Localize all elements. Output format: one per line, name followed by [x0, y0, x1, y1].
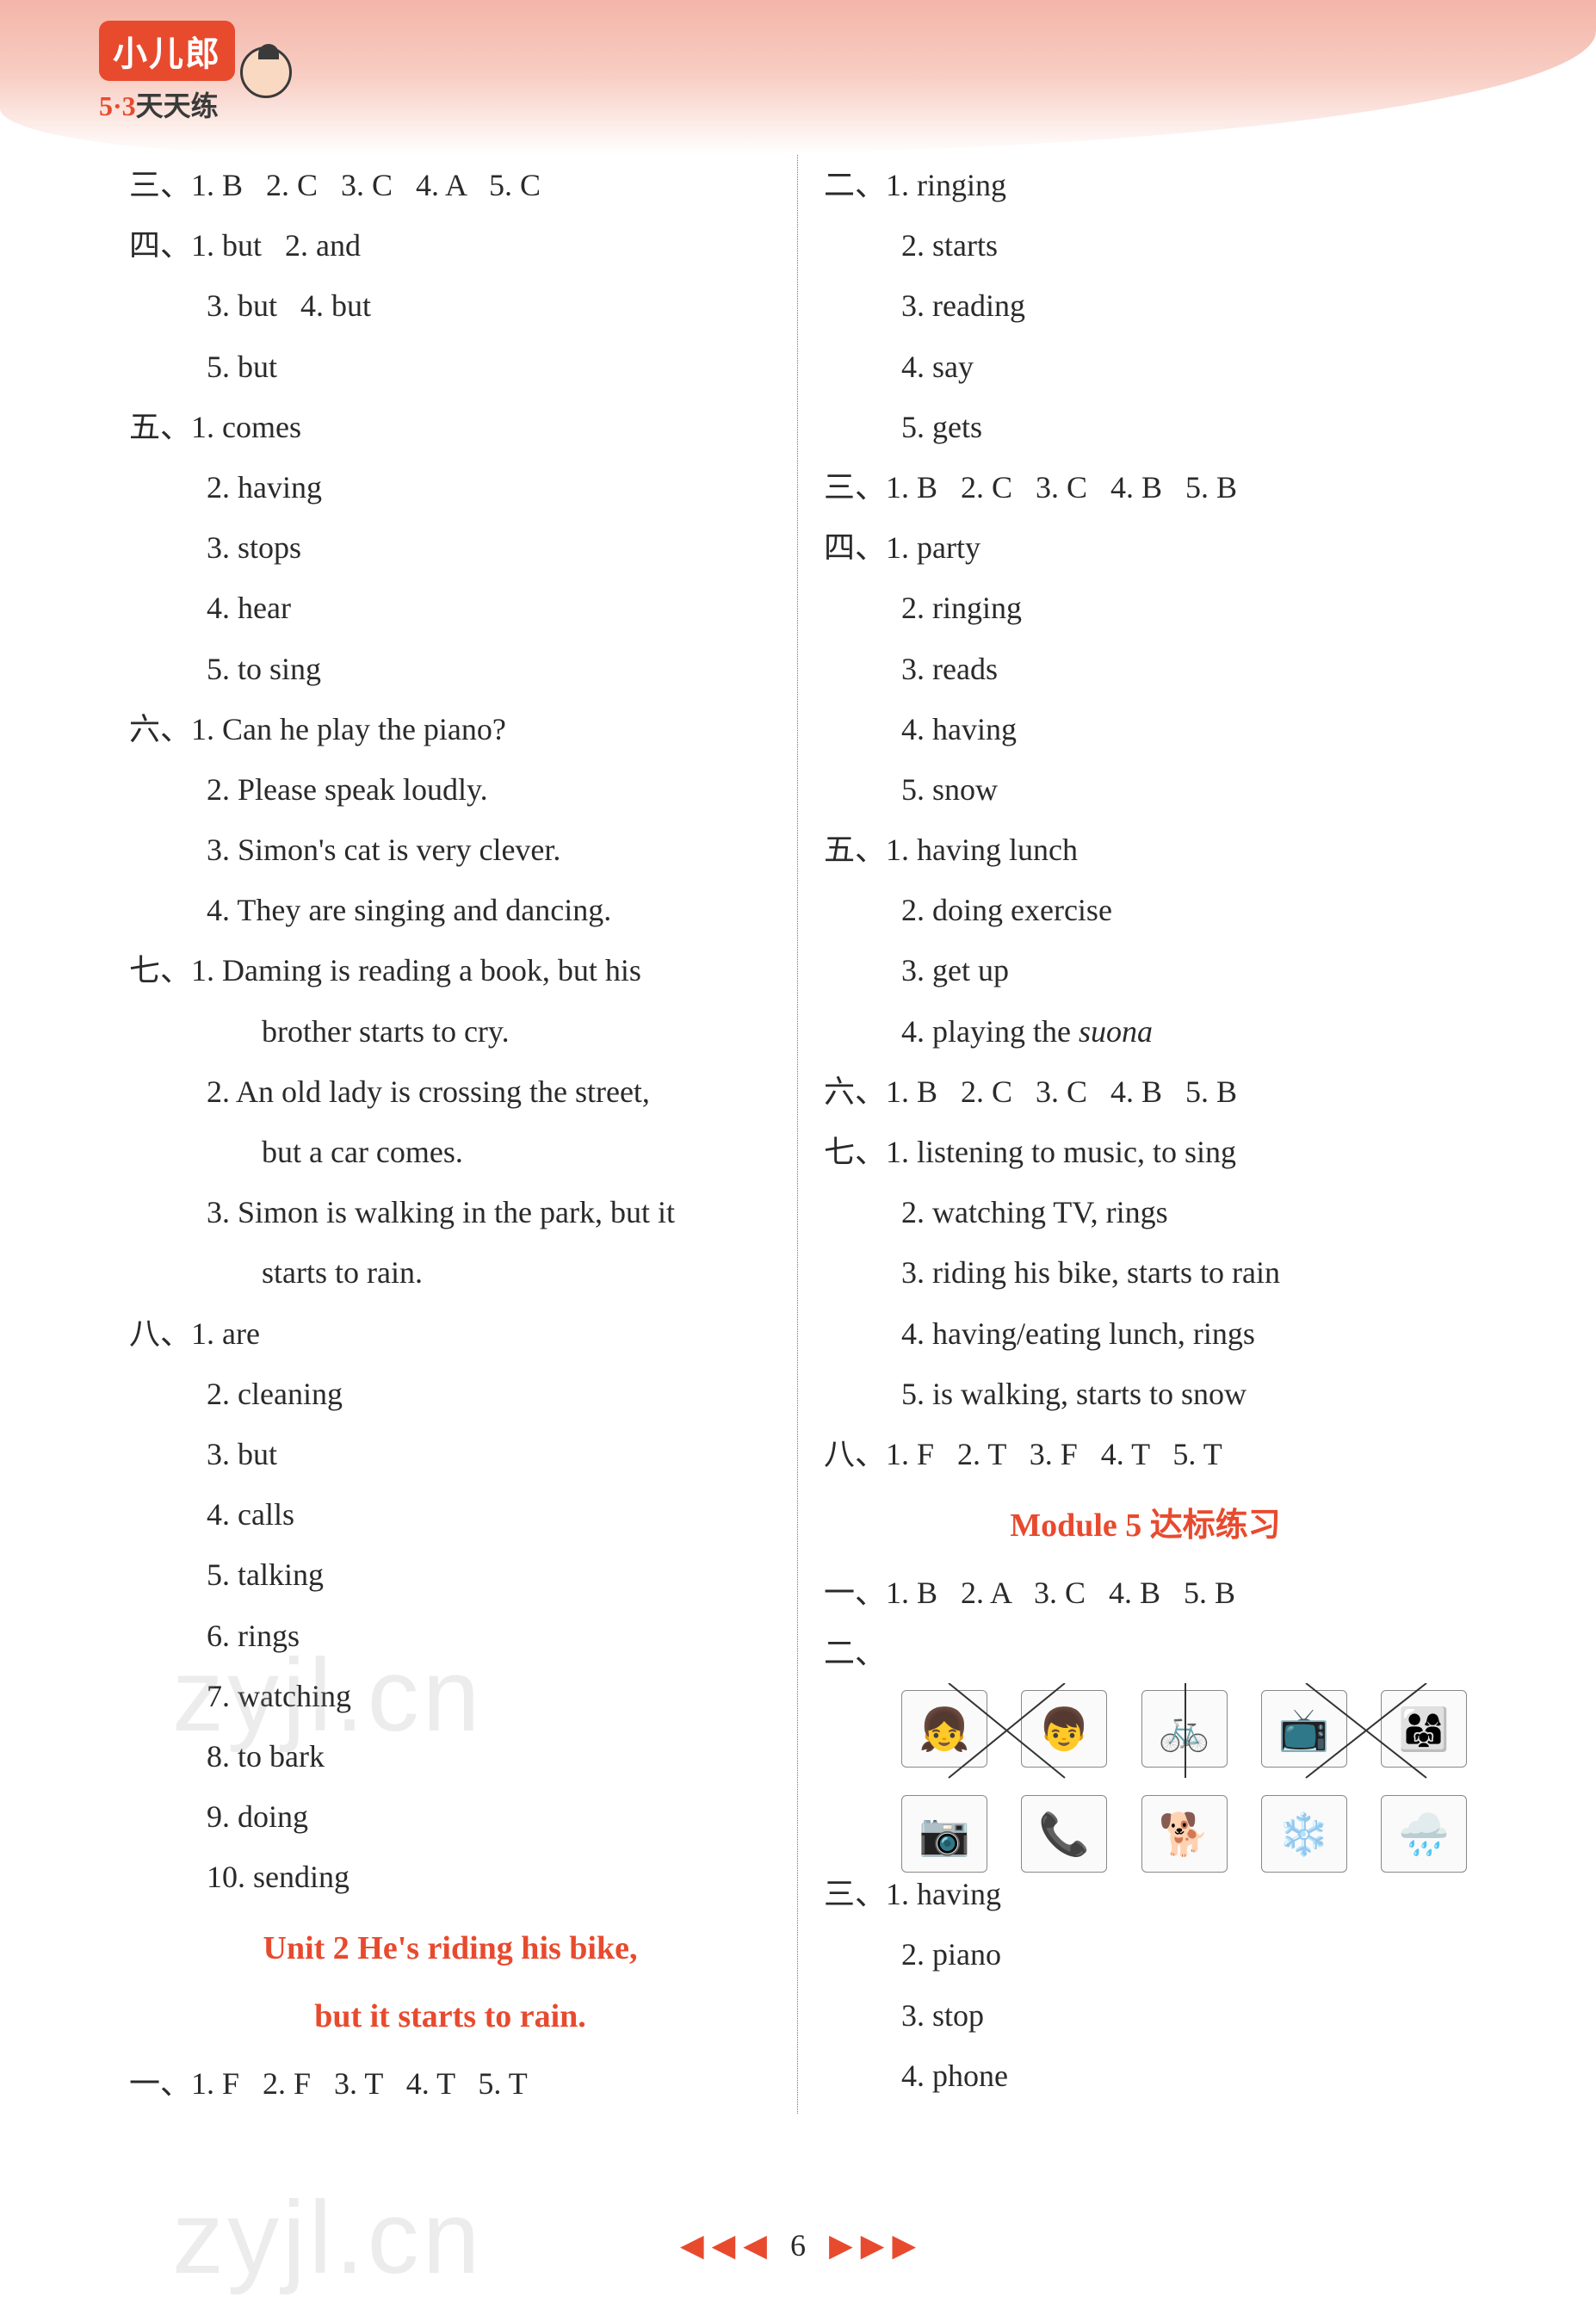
ans-5-4: 4. hear [129, 578, 771, 638]
m5-2-marker: 二、 [824, 1623, 886, 1683]
u2-ans-1: 一、1. F 2. F 3. T 4. T 5. T [129, 2053, 771, 2114]
ans-8-7: 7. watching [129, 1666, 771, 1726]
matching-diagram: 👧 👦 🚲 📺 👨‍👩‍👧 📷 📞 🐕 ❄️ 🌧️ [901, 1683, 1467, 1864]
r-ans-2-5: 5. gets [824, 397, 1467, 457]
ans-8-8: 8. to bark [129, 1726, 771, 1786]
r-ans-4-5: 5. snow [824, 759, 1467, 820]
r-ans-4-4: 4. having [824, 699, 1467, 759]
r-ans-7-4: 4. having/eating lunch, rings [824, 1303, 1467, 1364]
ans-8-3: 3. but [129, 1424, 771, 1484]
ans-4-3: 5. but [129, 337, 771, 397]
ans-7-3b: starts to rain. [129, 1242, 771, 1303]
ans-6-2: 2. Please speak loudly. [129, 759, 771, 820]
r-ans-2-4: 4. say [824, 337, 1467, 397]
r-ans-5-4-pre: 4. playing the [901, 1014, 1079, 1049]
ans-5-2: 2. having [129, 457, 771, 517]
r-ans-7-2: 2. watching TV, rings [824, 1182, 1467, 1242]
ans-8-4: 4. calls [129, 1484, 771, 1545]
r-ans-8: 八、1. F 2. T 3. F 4. T 5. T [824, 1424, 1467, 1484]
mascot-icon [240, 46, 292, 98]
ans-7-2b: but a car comes. [129, 1122, 771, 1182]
brand-sub-prefix: 5·3 [99, 90, 136, 121]
r-ans-5-4: 4. playing the suona [824, 1001, 1467, 1062]
ans-3: 三、1. B 2. C 3. C 4. A 5. C [129, 155, 771, 215]
match-lines-icon [901, 1683, 1487, 1864]
footer-left-tri-icon: ◀ ◀ ◀ [680, 2228, 767, 2263]
r-ans-7-3: 3. riding his bike, starts to rain [824, 1242, 1467, 1303]
brand-logo-sub: 5·3天天练 [99, 84, 235, 124]
brand-badge: 小儿郎 5·3天天练 [99, 21, 292, 124]
ans-7-1b: brother starts to cry. [129, 1001, 771, 1062]
m5-ans-2-label: 二、 [824, 1623, 1467, 1683]
r-ans-5-3: 3. get up [824, 940, 1467, 1000]
brand-sub-rest: 天天练 [136, 90, 219, 121]
ans-5-3: 3. stops [129, 517, 771, 578]
r-ans-5-1: 五、1. having lunch [824, 820, 1467, 880]
ans-7-3: 3. Simon is walking in the park, but it [129, 1182, 771, 1242]
r-ans-5-4-it: suona [1079, 1014, 1153, 1049]
ans-6-4: 4. They are singing and dancing. [129, 880, 771, 940]
ans-5-5: 5. to sing [129, 639, 771, 699]
ans-8-5: 5. talking [129, 1545, 771, 1605]
ans-4-2: 3. but 4. but [129, 276, 771, 336]
unit2-title-1: Unit 2 He's riding his bike, [129, 1922, 771, 1975]
ans-8-6: 6. rings [129, 1606, 771, 1666]
m5-ans-3-3: 3. stop [824, 1985, 1467, 2046]
brand-logo-main: 小儿郎 [99, 21, 235, 81]
ans-8-9: 9. doing [129, 1786, 771, 1847]
ans-5-1: 五、1. comes [129, 397, 771, 457]
r-ans-2-1: 二、1. ringing [824, 155, 1467, 215]
r-ans-7-5: 5. is walking, starts to snow [824, 1364, 1467, 1424]
header-wave: 小儿郎 5·3天天练 [0, 0, 1596, 155]
page-number: 6 [790, 2228, 806, 2263]
r-ans-4-2: 2. ringing [824, 578, 1467, 638]
r-ans-5-2: 2. doing exercise [824, 880, 1467, 940]
ans-7-2: 2. An old lady is crossing the street, [129, 1062, 771, 1122]
ans-4-1: 四、1. but 2. and [129, 215, 771, 276]
r-ans-4-1: 四、1. party [824, 517, 1467, 578]
r-ans-7-1: 七、1. listening to music, to sing [824, 1122, 1467, 1182]
r-ans-2-2: 2. starts [824, 215, 1467, 276]
right-column: 二、1. ringing 2. starts 3. reading 4. say… [798, 155, 1493, 2114]
left-column: 三、1. B 2. C 3. C 4. A 5. C 四、1. but 2. a… [103, 155, 798, 2114]
r-ans-4-3: 3. reads [824, 639, 1467, 699]
footer-right-tri-icon: ▶ ▶ ▶ [829, 2228, 916, 2263]
ans-8-10: 10. sending [129, 1847, 771, 1907]
unit2-title-2: but it starts to rain. [129, 1991, 771, 2043]
content-area: 三、1. B 2. C 3. C 4. A 5. C 四、1. but 2. a… [0, 155, 1596, 2114]
module5-title: Module 5 达标练习 [824, 1500, 1467, 1552]
ans-6-3: 3. Simon's cat is very clever. [129, 820, 771, 880]
ans-8-2: 2. cleaning [129, 1364, 771, 1424]
ans-7-1: 七、1. Daming is reading a book, but his [129, 940, 771, 1000]
page-footer: ◀ ◀ ◀ 6 ▶ ▶ ▶ [0, 2227, 1596, 2263]
m5-ans-1: 一、1. B 2. A 3. C 4. B 5. B [824, 1563, 1467, 1623]
r-ans-2-3: 3. reading [824, 276, 1467, 336]
r-ans-3: 三、1. B 2. C 3. C 4. B 5. B [824, 457, 1467, 517]
r-ans-6: 六、1. B 2. C 3. C 4. B 5. B [824, 1062, 1467, 1122]
ans-6-1: 六、1. Can he play the piano? [129, 699, 771, 759]
m5-ans-3-2: 2. piano [824, 1924, 1467, 1984]
m5-ans-3-4: 4. phone [824, 2046, 1467, 2106]
ans-8-1: 八、1. are [129, 1303, 771, 1364]
